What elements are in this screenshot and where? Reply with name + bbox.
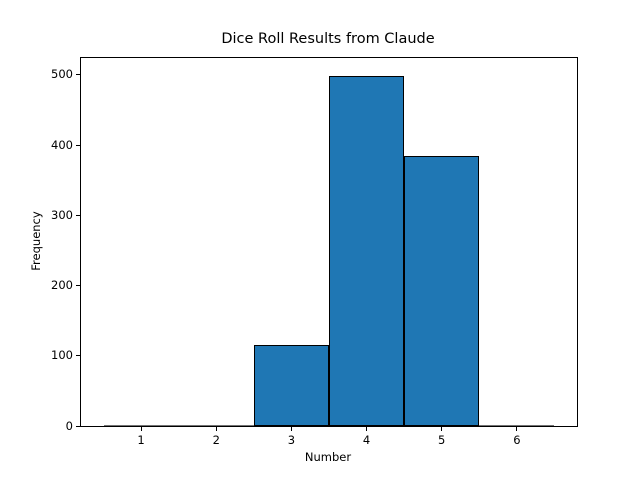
histogram-bar xyxy=(253,344,329,426)
y-tick-label: 100 xyxy=(51,348,73,363)
x-tick-label: 1 xyxy=(137,433,145,447)
y-tick-mark xyxy=(76,355,80,357)
y-tick-mark xyxy=(76,144,80,146)
histogram-bar xyxy=(329,75,405,426)
x-tick-mark xyxy=(290,427,292,431)
histogram-bar-empty xyxy=(479,424,555,426)
histogram-bar-empty xyxy=(103,424,179,426)
x-tick-mark xyxy=(366,427,368,431)
y-tick-mark xyxy=(76,285,80,286)
x-tick-mark xyxy=(140,427,142,431)
plot-area: 1 2 3 4 5 6 0 100 200 300 400 500 xyxy=(51,57,578,447)
y-tick-label: 400 xyxy=(51,137,73,152)
x-tick-mark xyxy=(516,427,518,431)
x-tick-label: 6 xyxy=(513,433,521,447)
x-tick-label: 5 xyxy=(438,433,446,447)
chart-title: Dice Roll Results from Claude xyxy=(221,31,435,47)
x-tick-label: 3 xyxy=(287,433,296,447)
y-tick-label: 0 xyxy=(65,418,73,433)
y-tick-label: 300 xyxy=(51,207,73,222)
y-tick-label: 500 xyxy=(51,67,73,82)
y-tick-label: 200 xyxy=(51,278,73,292)
y-tick-mark xyxy=(76,74,80,76)
x-tick-mark xyxy=(441,427,443,431)
x-tick-label: 4 xyxy=(362,433,371,447)
histogram-bar xyxy=(404,155,480,426)
x-tick-label: 2 xyxy=(212,433,220,447)
y-tick-mark xyxy=(76,425,80,427)
histogram-bar-empty xyxy=(178,424,254,426)
x-axis-label: Number xyxy=(304,450,352,464)
y-tick-mark xyxy=(76,214,80,216)
x-tick-mark xyxy=(215,427,217,431)
